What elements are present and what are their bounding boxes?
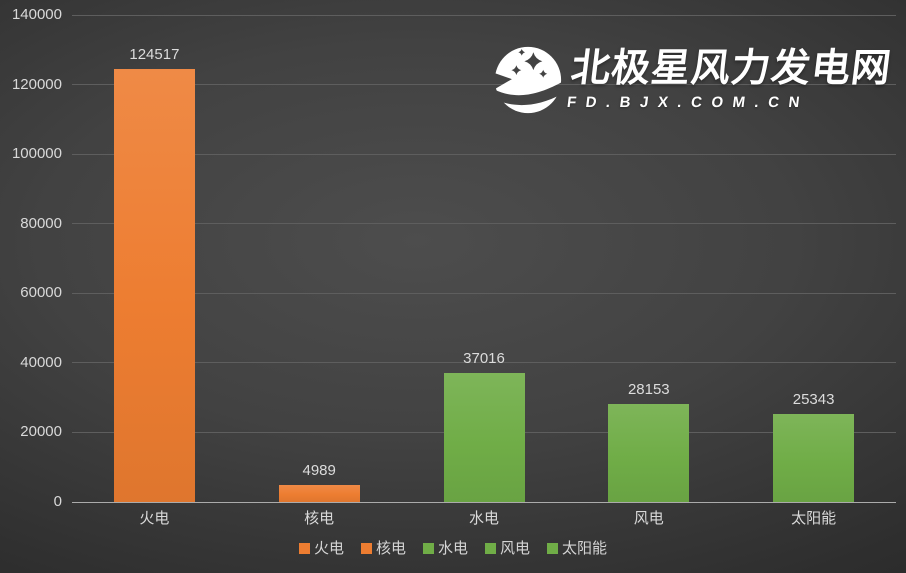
legend-item-火电: 火电 (298, 540, 344, 557)
bar-value-label: 28153 (627, 381, 670, 399)
gridline (72, 153, 896, 155)
bar-核电 (278, 484, 360, 502)
bjx-star-logo-icon (494, 46, 562, 114)
legend-swatch (547, 543, 559, 554)
chart-legend: 火电 核电 水电 风电 太阳能 (0, 541, 906, 556)
legend-swatch (422, 543, 434, 554)
legend-swatch (298, 543, 310, 554)
y-axis-tick-label: 0 (53, 493, 62, 510)
legend-label: 核电 (375, 540, 406, 557)
gridline (72, 84, 896, 86)
bar-火电 (113, 68, 195, 502)
gridline (72, 223, 896, 225)
y-axis-tick-label: 80000 (20, 214, 62, 232)
watermark-title: 北极星风力发电网 (568, 47, 894, 90)
x-axis-category-label: 火电 (139, 510, 170, 527)
bar-value-label: 37016 (463, 350, 505, 368)
y-axis-tick-label: 60000 (20, 284, 62, 302)
gridline (72, 362, 896, 364)
legend-item-太阳能: 太阳能 (547, 541, 607, 556)
watermark-subtitle: FD.BJX.COM.CN (566, 94, 810, 111)
legend-label: 风电 (500, 540, 531, 557)
bar-value-label: 25343 (792, 390, 835, 408)
gridline (72, 292, 896, 294)
x-axis-category-label: 核电 (304, 510, 335, 527)
legend-label: 火电 (313, 540, 344, 557)
x-axis-category-label: 太阳能 (791, 510, 837, 527)
gridline (72, 14, 896, 16)
legend-swatch (360, 543, 372, 554)
y-axis-tick-label: 140000 (11, 6, 62, 23)
legend-item-核电: 核电 (360, 540, 406, 557)
legend-label: 水电 (437, 540, 468, 557)
y-axis-tick-label: 40000 (20, 353, 62, 371)
y-axis-tick-label: 100000 (11, 145, 62, 163)
bar-水电 (443, 373, 525, 502)
watermark-text-block: 北极星风力发电网 FD.BJX.COM.CN (566, 46, 894, 111)
bar-value-label: 4989 (302, 461, 336, 479)
legend-item-水电: 水电 (422, 540, 468, 557)
y-axis-tick-label: 120000 (11, 75, 62, 93)
legend-swatch (485, 543, 496, 554)
site-watermark: 北极星风力发电网 FD.BJX.COM.CN (494, 46, 894, 114)
legend-item-风电: 风电 (485, 541, 530, 556)
bar-太阳能 (773, 413, 855, 502)
x-axis-line (72, 501, 896, 503)
legend-label: 太阳能 (562, 540, 608, 557)
bar-value-label: 124517 (129, 45, 180, 63)
x-axis-category-label: 水电 (468, 510, 499, 527)
x-axis-category-label: 风电 (633, 510, 664, 527)
bar-风电 (608, 404, 690, 502)
y-axis-tick-label: 20000 (20, 423, 62, 441)
